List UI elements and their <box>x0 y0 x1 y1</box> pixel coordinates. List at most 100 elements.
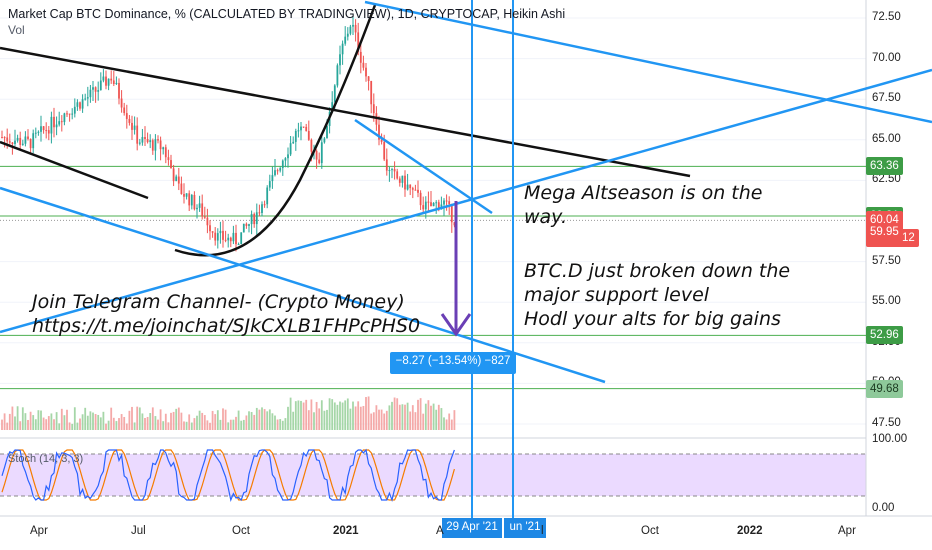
candle-body <box>305 126 308 131</box>
volume-bar <box>375 405 378 430</box>
blue-trendline-channel-top <box>364 0 932 124</box>
volume-bar <box>383 413 386 430</box>
volume-bar <box>141 413 144 430</box>
volume-bar <box>29 411 32 430</box>
volume-bar <box>40 410 42 430</box>
candle-body <box>29 138 32 149</box>
candle-body <box>141 137 144 143</box>
candle-body <box>432 202 435 207</box>
volume-bar <box>79 418 81 430</box>
volume-bar <box>60 408 63 430</box>
mega-altseason-line-1: Mega Altseason is on the <box>524 182 763 204</box>
candle-body <box>214 232 217 241</box>
volume-bar <box>248 411 250 430</box>
volume-bar <box>14 416 16 430</box>
volume-bar <box>424 403 427 430</box>
volume-bar <box>448 413 451 430</box>
volume-bar <box>255 407 258 430</box>
candle-body <box>14 140 16 145</box>
volume-bar <box>300 400 302 430</box>
candle-body <box>102 76 105 81</box>
candle-body <box>339 54 341 66</box>
volume-bar <box>206 420 209 430</box>
volume-bar <box>102 411 105 430</box>
volume-bar <box>268 409 271 430</box>
candle-body <box>16 137 19 141</box>
candle-body <box>94 87 97 92</box>
volume-bar <box>110 407 113 430</box>
volume-bar <box>333 402 336 430</box>
candle-body <box>58 121 61 125</box>
volume-bar <box>24 413 27 430</box>
candle-body <box>294 130 297 142</box>
volume-bar <box>292 411 295 430</box>
volume-bar <box>284 418 287 430</box>
candle-body <box>131 122 133 130</box>
time-tick-label: Oct <box>232 525 250 537</box>
candle-body <box>391 169 393 171</box>
candle-body <box>53 116 55 128</box>
volume-bar <box>307 410 310 430</box>
time-tick-label: A <box>436 525 444 537</box>
candle-body <box>159 140 162 150</box>
volume-bar <box>240 420 243 430</box>
time-tick-label: 2021 <box>333 525 359 537</box>
volume-bar <box>180 412 183 430</box>
candle-body <box>81 99 84 109</box>
volume-bar <box>427 400 430 430</box>
candle-body <box>164 147 167 158</box>
volume-bar <box>125 423 128 430</box>
black-parabolic-curve <box>174 4 377 257</box>
price-badge: 59.95 <box>866 222 903 241</box>
candle-body <box>71 113 74 115</box>
candle-body <box>398 178 401 183</box>
candle-body <box>216 233 219 241</box>
candle-body <box>380 139 383 142</box>
volume-bar <box>315 401 318 430</box>
telegram-line-1: Join Telegram Channel- (Crypto Money) <box>32 291 405 313</box>
price-badge: 49.68 <box>866 379 903 398</box>
volume-bar <box>354 406 357 430</box>
candle-body <box>248 224 250 226</box>
candle-body <box>378 124 380 140</box>
volume-bar <box>222 408 224 430</box>
candle-body <box>120 98 123 108</box>
volume-bar <box>219 419 222 430</box>
candle-body <box>110 78 113 81</box>
candle-body <box>255 212 258 225</box>
volume-bar <box>84 407 87 430</box>
time-marker-1-box <box>442 518 502 538</box>
candle-body <box>8 141 11 143</box>
price-tick-label: 55.00 <box>872 295 901 308</box>
candle-body <box>365 67 367 77</box>
volume-bar <box>53 419 55 430</box>
candle-body <box>180 183 183 195</box>
time-tick-label: Oct <box>641 525 659 537</box>
volume-bar <box>97 414 100 430</box>
candle-body <box>258 212 261 214</box>
candle-body <box>79 102 81 109</box>
measure-box <box>390 352 516 374</box>
volume-bar <box>406 402 409 430</box>
volume-bar <box>339 401 341 430</box>
candle-body <box>302 126 305 128</box>
candle-body <box>157 139 159 141</box>
volume-bar <box>437 404 440 430</box>
candle-body <box>76 102 79 107</box>
candle-body <box>55 124 58 128</box>
candle-body <box>331 102 334 112</box>
candle-body <box>1 136 3 138</box>
time-tick-label: 2022 <box>737 525 763 537</box>
candle-body <box>284 158 287 161</box>
volume-bar <box>281 420 284 430</box>
candle-body <box>289 143 292 155</box>
candle-body <box>406 184 409 190</box>
candle-body <box>63 113 66 123</box>
candle-body <box>125 113 128 119</box>
volume-bar <box>274 415 276 430</box>
volume-bar <box>112 417 115 430</box>
candle-body <box>86 97 89 99</box>
volume-bar <box>419 398 422 430</box>
horizontal-levels <box>0 165 866 390</box>
